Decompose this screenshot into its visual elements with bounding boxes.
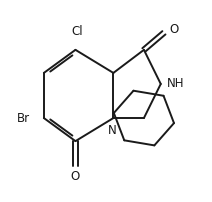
Text: O: O: [71, 170, 80, 183]
Text: N: N: [108, 124, 117, 137]
Text: O: O: [169, 23, 178, 36]
Text: Br: Br: [17, 112, 31, 125]
Text: NH: NH: [167, 77, 185, 90]
Text: Cl: Cl: [72, 25, 83, 38]
